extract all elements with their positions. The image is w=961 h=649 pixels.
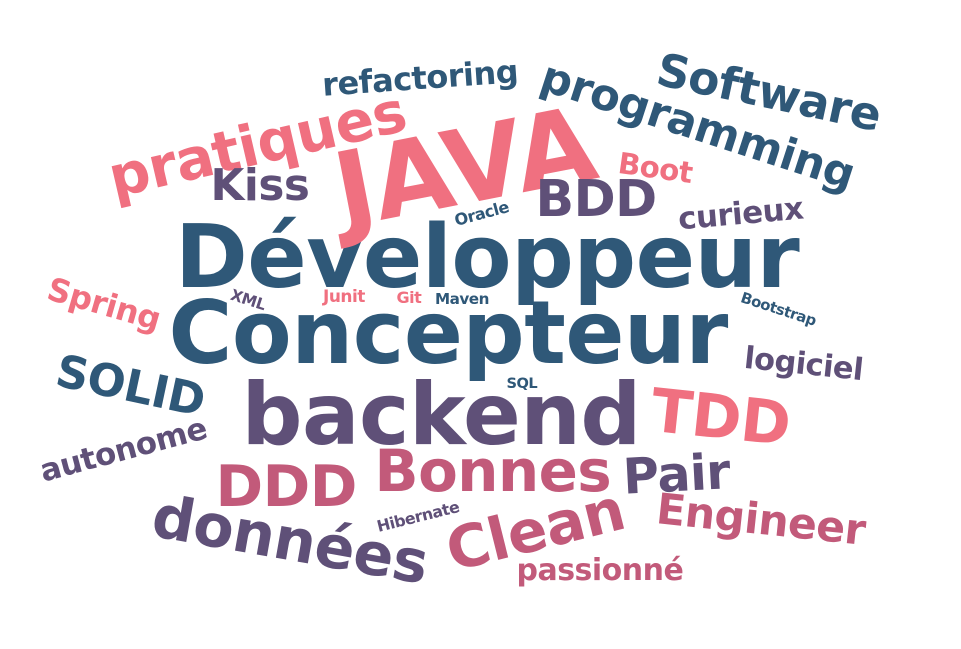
word-logiciel: logiciel <box>742 340 865 389</box>
word-bonnes: Bonnes <box>374 437 612 505</box>
word-sql: SQL <box>506 374 538 392</box>
word-concepteur: Concepteur <box>168 281 729 384</box>
word-git: Git <box>396 288 422 307</box>
word-spring: Spring <box>43 269 165 339</box>
word-refactoring: refactoring <box>320 52 520 104</box>
word-passionne: passionné <box>516 553 684 588</box>
word-autonome: autonome <box>35 409 211 490</box>
word-junit: Junit <box>323 286 365 307</box>
word-maven: Maven <box>435 289 489 308</box>
word-bdd: BDD <box>535 168 658 228</box>
word-backend: backend <box>241 365 642 465</box>
word-ddd: DDD <box>215 452 358 520</box>
word-engineer: Engineer <box>653 483 868 556</box>
word-kiss: Kiss <box>210 160 310 211</box>
word-developpeur: Développeur <box>175 206 800 308</box>
